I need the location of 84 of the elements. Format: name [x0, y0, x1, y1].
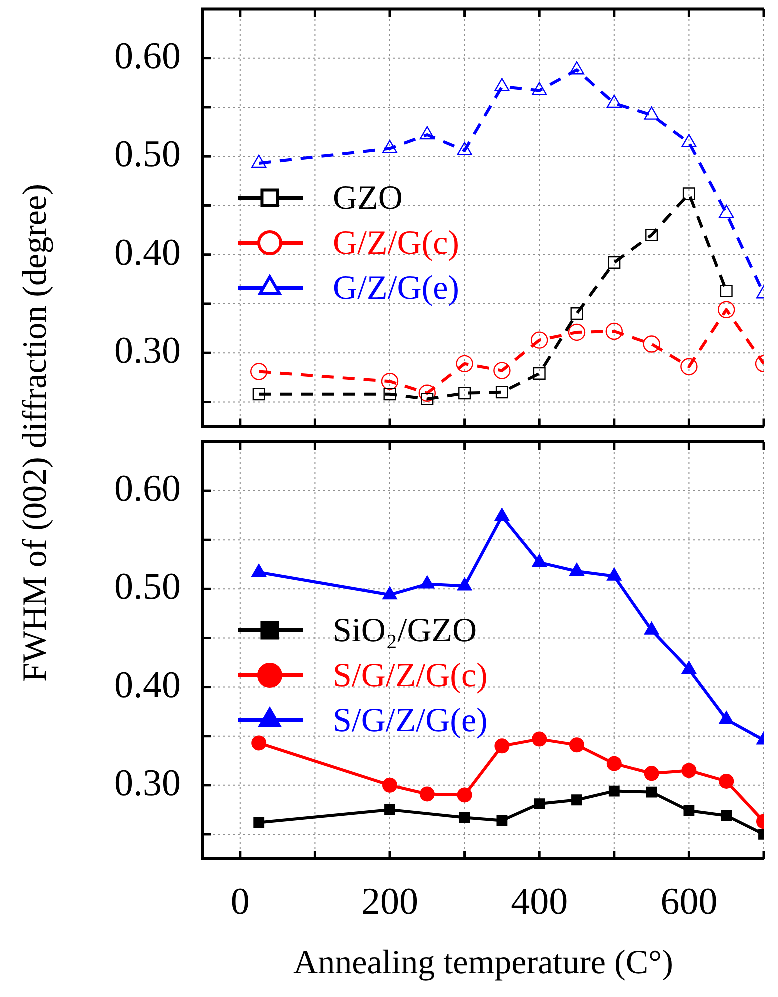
y-tick-label: 0.50 — [114, 134, 181, 176]
point — [532, 554, 548, 568]
point — [420, 576, 435, 589]
point — [496, 386, 508, 399]
point — [719, 711, 734, 724]
point — [682, 188, 696, 200]
point — [608, 786, 620, 797]
point — [250, 363, 268, 380]
point — [572, 794, 582, 806]
point — [494, 508, 510, 522]
point — [532, 732, 548, 747]
point — [456, 355, 474, 373]
x-tick-label: 200 — [362, 880, 418, 923]
point — [494, 362, 511, 380]
point — [606, 322, 623, 340]
point — [682, 134, 697, 148]
point — [457, 578, 472, 591]
point — [382, 140, 398, 154]
y-tick-label: 0.30 — [114, 330, 181, 372]
legend-label: GZO — [333, 180, 403, 217]
point — [720, 284, 733, 298]
point — [570, 738, 584, 753]
point — [719, 774, 734, 789]
point — [494, 738, 510, 754]
point — [644, 622, 660, 635]
point — [252, 564, 267, 577]
point — [459, 812, 470, 824]
y-tick-label: 0.60 — [114, 468, 181, 510]
y-tick-label: 0.50 — [114, 566, 181, 608]
point — [384, 804, 396, 816]
point — [254, 817, 265, 828]
point — [570, 308, 584, 320]
point — [384, 388, 396, 401]
point — [682, 763, 697, 778]
point — [682, 661, 697, 674]
point — [494, 78, 510, 92]
point — [420, 786, 435, 802]
point — [496, 815, 508, 826]
point — [252, 388, 266, 401]
point — [533, 367, 546, 380]
legend-label: S/G/Z/G(c) — [333, 657, 488, 694]
point — [643, 336, 660, 353]
point — [252, 154, 267, 168]
x-tick-label: 0 — [230, 880, 250, 923]
point — [606, 568, 622, 581]
legend-label: S/G/Z/G(e) — [333, 702, 488, 740]
point — [646, 228, 658, 242]
point — [644, 106, 660, 120]
x-tick-label: 400 — [511, 880, 568, 923]
point — [719, 204, 734, 218]
point — [569, 62, 585, 75]
point — [646, 786, 658, 798]
y-axis-title: FWHM of (002) diffraction (degree) — [17, 184, 55, 682]
point — [457, 788, 472, 803]
point — [718, 301, 736, 318]
point — [684, 805, 695, 816]
point — [532, 82, 548, 96]
point — [680, 358, 698, 376]
point — [568, 324, 586, 342]
point — [252, 736, 267, 751]
point — [381, 373, 399, 390]
point — [531, 332, 548, 349]
point — [382, 778, 398, 793]
point — [418, 384, 436, 402]
point — [721, 810, 732, 822]
point — [420, 126, 435, 140]
point — [606, 756, 622, 772]
y-tick-label: 0.30 — [114, 762, 181, 804]
point — [534, 798, 546, 810]
point — [458, 387, 472, 400]
legend-label: G/Z/G(e) — [333, 270, 460, 307]
point — [382, 586, 398, 600]
x-axis-title: Annealing temperature (C°) — [294, 944, 674, 982]
point — [644, 766, 660, 782]
legend-label: G/Z/G(c) — [333, 224, 460, 262]
legend-label: SiO₂/GZO — [333, 612, 478, 650]
y-tick-label: 0.60 — [114, 35, 181, 78]
y-tick-label: 0.40 — [114, 664, 181, 706]
x-tick-label: 600 — [660, 880, 718, 923]
point — [457, 142, 472, 156]
y-tick-label: 0.40 — [114, 232, 181, 274]
point — [570, 563, 584, 576]
point — [606, 94, 622, 108]
point — [608, 256, 621, 269]
